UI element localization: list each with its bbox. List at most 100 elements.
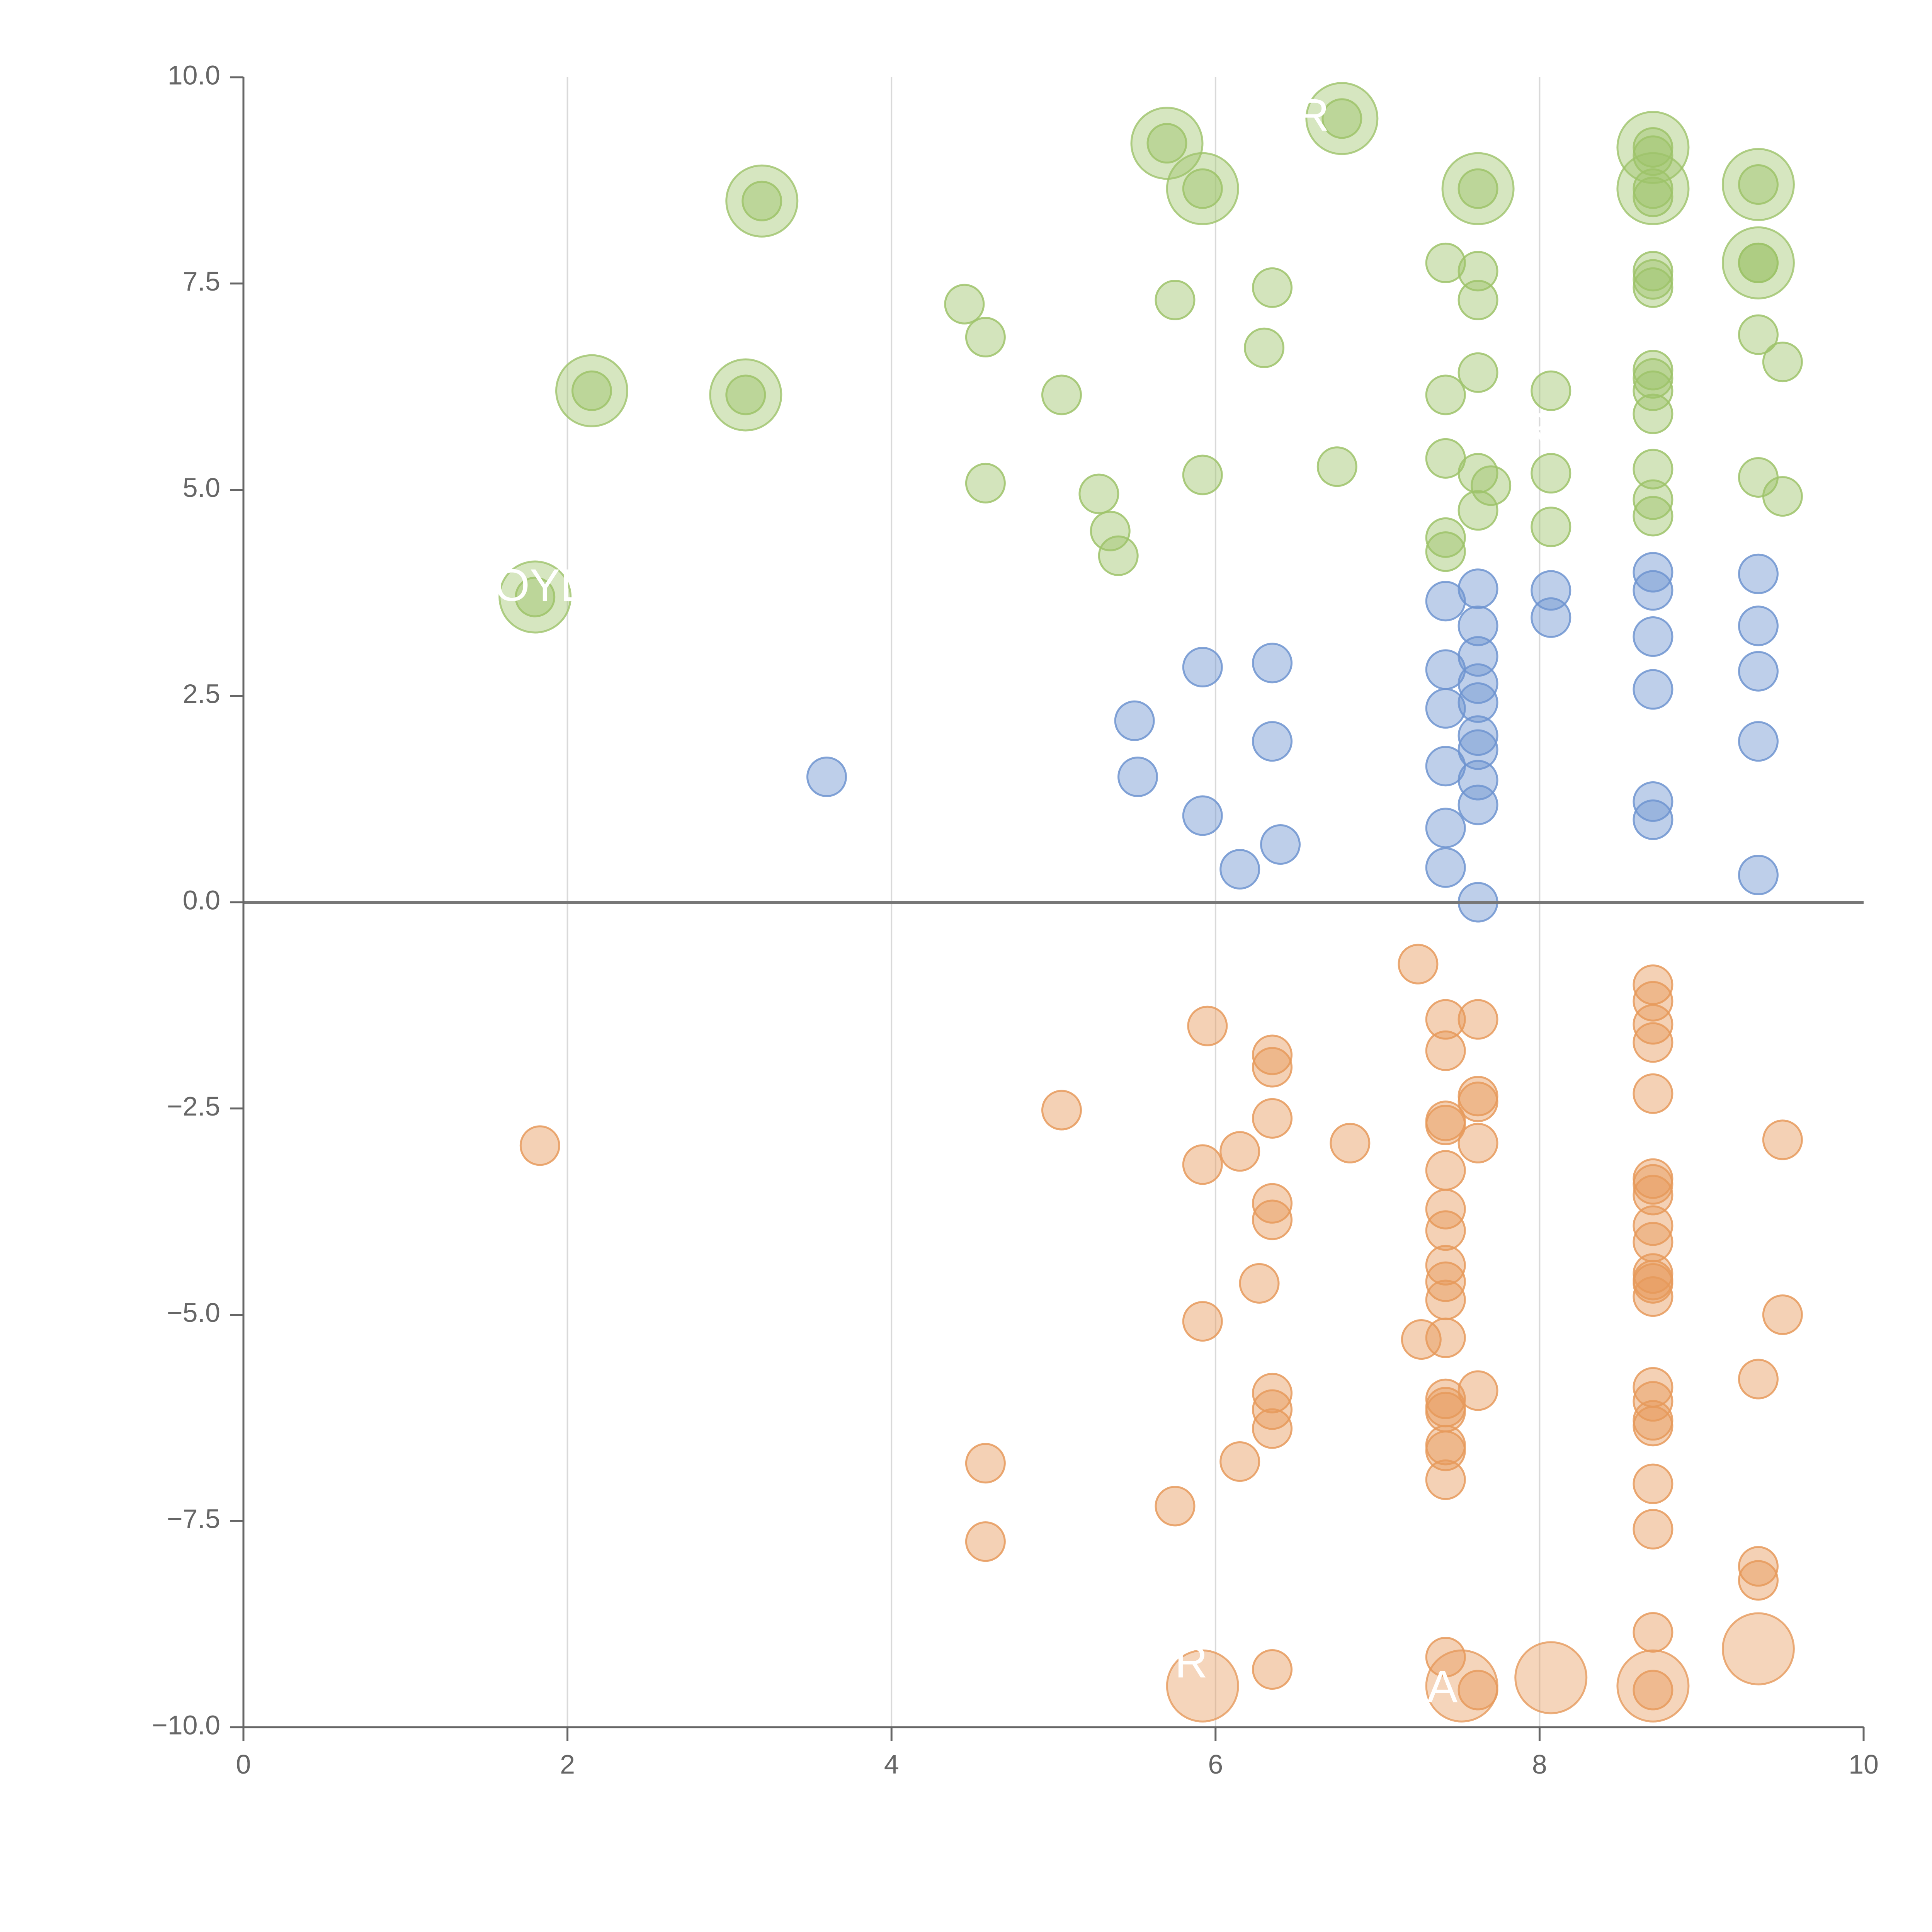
blue-point [1633, 781, 1673, 822]
blue-point [1425, 808, 1466, 849]
orange-point [1182, 1301, 1223, 1342]
green-point [1078, 473, 1119, 514]
green-point [1633, 358, 1673, 399]
orange-point [1633, 1263, 1673, 1304]
orange-point [1458, 1082, 1498, 1122]
blue-point [1531, 597, 1571, 638]
green-point [1458, 453, 1498, 494]
orange-point [1425, 1637, 1466, 1678]
green-point [1425, 374, 1466, 415]
x-tick-label: 2 [560, 1749, 575, 1779]
blue-point [1633, 669, 1673, 710]
orange-point [1738, 1560, 1779, 1601]
orange-point [1330, 1122, 1371, 1163]
green-point [1633, 267, 1673, 308]
green-point [965, 317, 1006, 358]
green-big-bubble [1616, 111, 1690, 184]
blue-point [1260, 824, 1301, 865]
green-point [1425, 517, 1466, 558]
blue-point [1738, 721, 1779, 762]
orange-point [1425, 999, 1466, 1040]
blue-point [1458, 605, 1498, 646]
orange-point [1633, 1406, 1673, 1447]
green-point [1098, 535, 1139, 576]
green-point [1531, 507, 1571, 548]
bubble-labels: R OYL RIC A R [494, 90, 1595, 1712]
bubble-label: OYL [494, 560, 585, 611]
orange-point [1633, 1509, 1673, 1550]
green-point [1738, 164, 1779, 205]
bubble-label: A [1427, 1661, 1458, 1712]
orange-point [1219, 1441, 1260, 1482]
green-big-bubble [1130, 107, 1204, 180]
orange-point [1425, 1104, 1466, 1145]
green-point [1531, 453, 1571, 494]
orange-point [1425, 1210, 1466, 1251]
green-point [1633, 135, 1673, 176]
y-tick-label: −10.0 [152, 1710, 220, 1740]
y-tick-label: 10.0 [168, 60, 220, 90]
blue-point [1458, 729, 1498, 770]
orange-point [1633, 1175, 1673, 1216]
orange-point [1425, 1245, 1466, 1286]
orange-point [1252, 1047, 1293, 1088]
orange-point [965, 1443, 1006, 1484]
x-tick-label: 6 [1208, 1749, 1223, 1779]
orange-point [1425, 1430, 1466, 1471]
orange-point [1738, 1546, 1779, 1587]
orange-point [1219, 1131, 1260, 1172]
green-big-bubble [725, 164, 799, 238]
green-point [1458, 251, 1498, 292]
green-point [725, 374, 766, 415]
y-tick-label: 2.5 [183, 679, 220, 709]
blue-point [1458, 760, 1498, 801]
blue-point [1425, 581, 1466, 622]
orange-point [1458, 999, 1498, 1040]
bubble-label: RIC [1517, 403, 1595, 454]
blue-point [1182, 647, 1223, 688]
green-point [1738, 242, 1779, 283]
green-point [1458, 279, 1498, 320]
green-big-bubble [1616, 152, 1690, 225]
green-point [1458, 352, 1498, 393]
green-point [1531, 370, 1571, 411]
y-tick-label: 0.0 [183, 885, 220, 915]
orange-point [1182, 1144, 1223, 1185]
orange-point [1252, 1372, 1293, 1413]
orange-point [1633, 981, 1673, 1022]
y-tick-label: 7.5 [183, 266, 220, 296]
green-big-bubble [498, 560, 572, 634]
y-tick-label: −7.5 [167, 1504, 220, 1534]
orange-point [1425, 1150, 1466, 1191]
green-point [1633, 449, 1673, 490]
blue-point [1252, 721, 1293, 762]
green-point [1762, 342, 1803, 383]
blue-point [1458, 682, 1498, 723]
orange-point [1425, 1378, 1466, 1419]
green-point [1633, 350, 1673, 391]
orange-point [1252, 1183, 1293, 1224]
orange-point [1458, 1370, 1498, 1411]
blue-point [1738, 855, 1779, 896]
blue-point [1252, 643, 1293, 684]
orange-point [1633, 1612, 1673, 1653]
blue-point [1633, 616, 1673, 657]
green-big-bubble [1441, 152, 1515, 225]
blue-point [1425, 688, 1466, 729]
blue-point [1738, 553, 1779, 594]
blue-point [1633, 799, 1673, 840]
green-point [1633, 177, 1673, 218]
green-point [1090, 510, 1131, 551]
orange-point [1633, 1463, 1673, 1504]
orange-point [1633, 1073, 1673, 1114]
x-tick-label: 4 [884, 1749, 899, 1779]
blue-point [1458, 715, 1498, 756]
orange-point [1762, 1294, 1803, 1335]
blue-point [1425, 847, 1466, 888]
green-big-bubble [1721, 148, 1795, 221]
y-tick-label: 5.0 [183, 473, 220, 503]
green-point [1633, 370, 1673, 411]
orange-point [1633, 1276, 1673, 1317]
orange-point [1633, 1205, 1673, 1246]
